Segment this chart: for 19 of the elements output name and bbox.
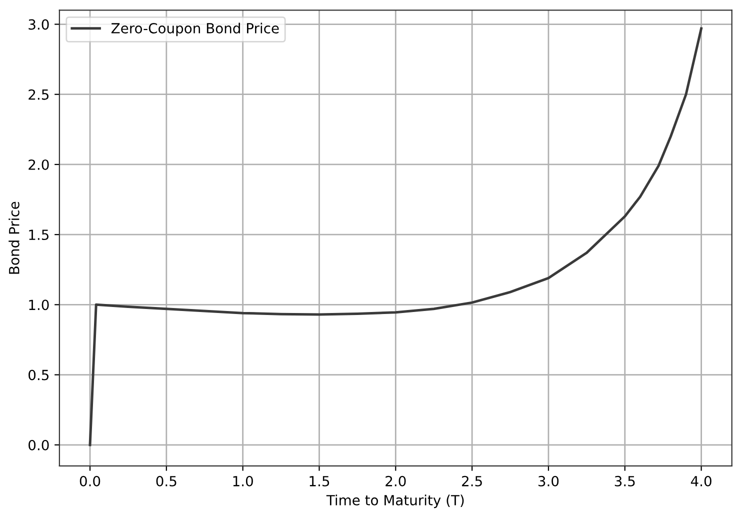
legend-label: Zero-Coupon Bond Price (111, 22, 279, 36)
x-tick-label: 1.0 (233, 476, 253, 486)
x-tick-label: 2.0 (386, 476, 406, 486)
x-tick-label: 1.5 (310, 476, 330, 486)
y-tick-label: 2.5 (28, 89, 49, 100)
y-tick-label: 3.0 (28, 19, 49, 30)
x-tick-label: 0.0 (80, 476, 100, 486)
x-axis-title: Time to Maturity (T) (326, 494, 464, 508)
x-tick-label: 3.0 (538, 476, 559, 486)
x-tick-label: 2.5 (462, 476, 482, 486)
y-tick-label: 1.5 (29, 230, 49, 240)
y-tick-label: 0.0 (28, 440, 49, 450)
x-tick-label: 0.5 (156, 476, 176, 486)
x-tick-label: 4.0 (690, 476, 712, 486)
y-axis-title: Bond Price (8, 202, 20, 274)
x-tick-label: 3.5 (614, 476, 635, 486)
y-tick-label: 1.0 (29, 300, 49, 310)
y-tick-label: 2.0 (28, 159, 49, 170)
y-tick-label: 0.5 (28, 370, 49, 380)
